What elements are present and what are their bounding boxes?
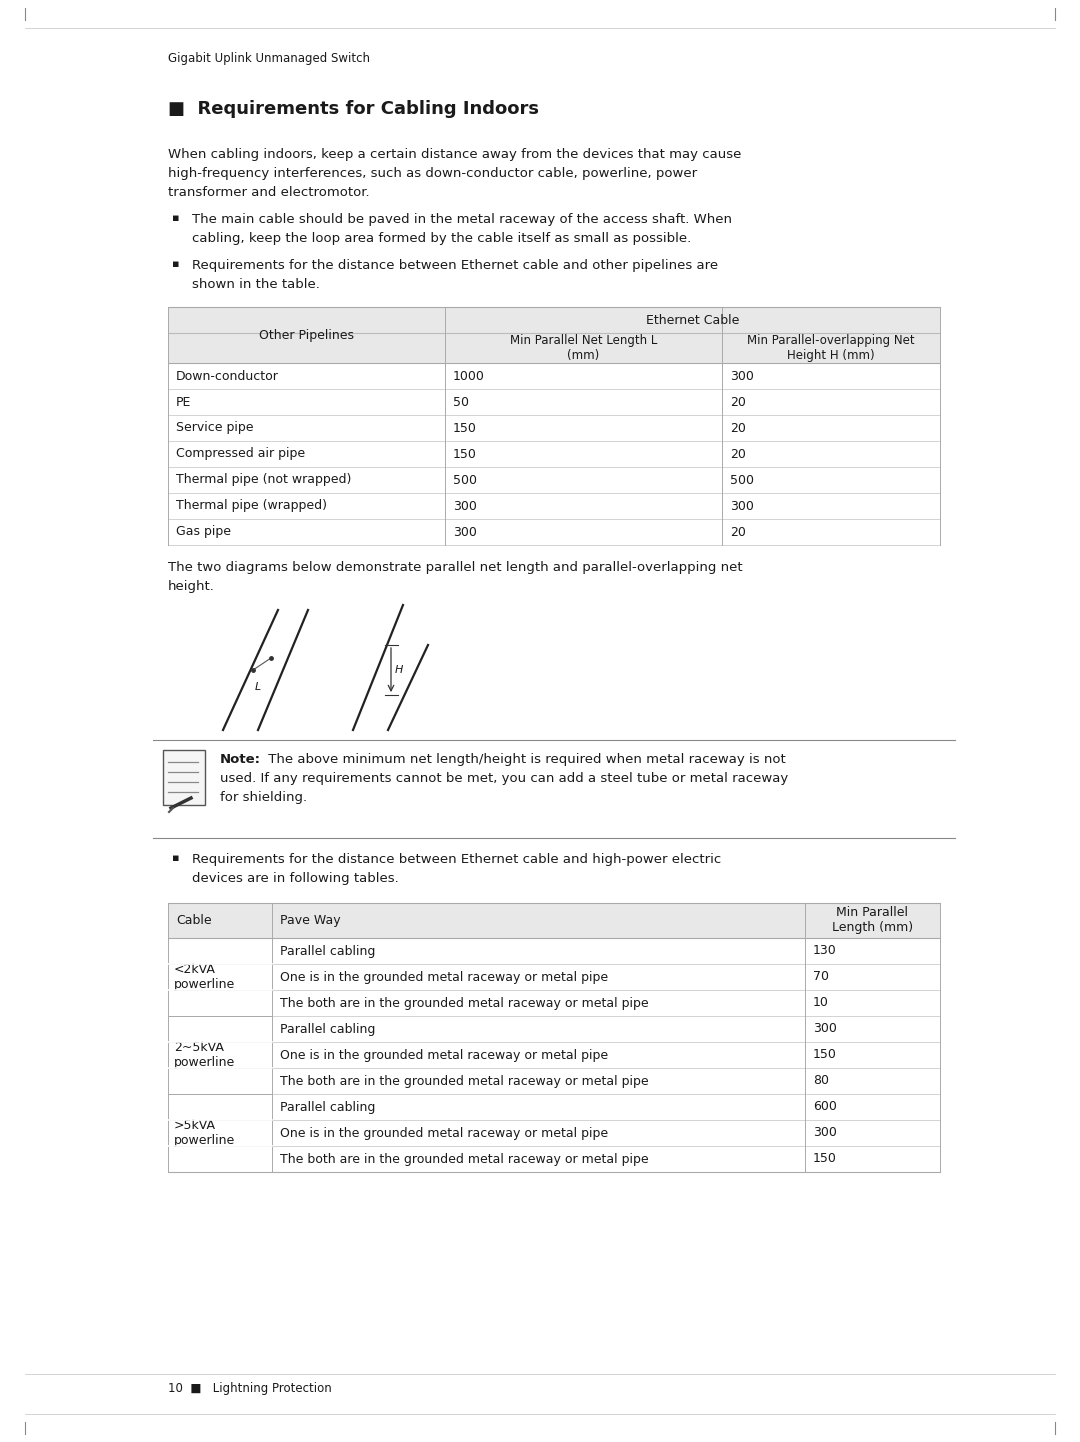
Text: cabling, keep the loop area formed by the cable itself as small as possible.: cabling, keep the loop area formed by th… xyxy=(192,232,691,245)
Text: devices are in following tables.: devices are in following tables. xyxy=(192,872,399,885)
Bar xyxy=(163,750,205,805)
Text: One is in the grounded metal raceway or metal pipe: One is in the grounded metal raceway or … xyxy=(280,1126,608,1139)
Text: shown in the table.: shown in the table. xyxy=(192,278,320,291)
Text: Cable: Cable xyxy=(176,914,212,927)
Text: 150: 150 xyxy=(813,1048,837,1061)
Bar xyxy=(168,333,940,363)
Text: Service pipe: Service pipe xyxy=(176,421,254,434)
Text: 1000: 1000 xyxy=(453,369,485,382)
Text: 300: 300 xyxy=(730,499,754,512)
Text: 2~5kVA
powerline: 2~5kVA powerline xyxy=(174,1041,235,1069)
Text: Down-conductor: Down-conductor xyxy=(176,369,279,382)
Text: Min Parallel Net Length L
(mm): Min Parallel Net Length L (mm) xyxy=(510,335,658,362)
Bar xyxy=(168,903,940,937)
Text: 300: 300 xyxy=(453,525,477,538)
Text: ▪: ▪ xyxy=(172,260,179,270)
Text: Min Parallel
Length (mm): Min Parallel Length (mm) xyxy=(832,907,913,934)
Text: Parallel cabling: Parallel cabling xyxy=(280,945,376,957)
Text: 50: 50 xyxy=(453,395,469,408)
Text: used. If any requirements cannot be met, you can add a steel tube or metal racew: used. If any requirements cannot be met,… xyxy=(220,771,788,784)
Text: Compressed air pipe: Compressed air pipe xyxy=(176,447,306,460)
Text: Min Parallel-overlapping Net
Height H (mm): Min Parallel-overlapping Net Height H (m… xyxy=(747,335,915,362)
Text: 300: 300 xyxy=(453,499,477,512)
Text: 20: 20 xyxy=(730,421,746,434)
Text: 150: 150 xyxy=(813,1152,837,1165)
Text: When cabling indoors, keep a certain distance away from the devices that may cau: When cabling indoors, keep a certain dis… xyxy=(168,149,741,162)
Text: One is in the grounded metal raceway or metal pipe: One is in the grounded metal raceway or … xyxy=(280,1048,608,1061)
Text: 10: 10 xyxy=(813,996,828,1009)
Text: Requirements for the distance between Ethernet cable and other pipelines are: Requirements for the distance between Et… xyxy=(192,260,718,273)
Text: 600: 600 xyxy=(813,1100,837,1113)
Text: Thermal pipe (not wrapped): Thermal pipe (not wrapped) xyxy=(176,473,351,486)
Text: 20: 20 xyxy=(730,525,746,538)
Text: The both are in the grounded metal raceway or metal pipe: The both are in the grounded metal racew… xyxy=(280,1074,649,1087)
Text: Parallel cabling: Parallel cabling xyxy=(280,1022,376,1035)
Text: PE: PE xyxy=(176,395,191,408)
Text: 300: 300 xyxy=(730,369,754,382)
Text: height.: height. xyxy=(168,580,215,593)
Text: Other Pipelines: Other Pipelines xyxy=(259,329,354,342)
Text: 300: 300 xyxy=(813,1022,837,1035)
Text: Pave Way: Pave Way xyxy=(280,914,340,927)
Text: Requirements for the distance between Ethernet cable and high-power electric: Requirements for the distance between Et… xyxy=(192,854,721,867)
Text: for shielding.: for shielding. xyxy=(220,792,307,805)
Text: H: H xyxy=(395,665,403,675)
Text: 500: 500 xyxy=(453,473,477,486)
Text: 10  ■   Lightning Protection: 10 ■ Lightning Protection xyxy=(168,1381,332,1394)
Text: 300: 300 xyxy=(813,1126,837,1139)
Text: ■  Requirements for Cabling Indoors: ■ Requirements for Cabling Indoors xyxy=(168,99,539,118)
Text: 500: 500 xyxy=(730,473,754,486)
Text: 70: 70 xyxy=(813,970,829,983)
Text: The both are in the grounded metal raceway or metal pipe: The both are in the grounded metal racew… xyxy=(280,1152,649,1165)
Text: The both are in the grounded metal raceway or metal pipe: The both are in the grounded metal racew… xyxy=(280,996,649,1009)
Text: Thermal pipe (wrapped): Thermal pipe (wrapped) xyxy=(176,499,327,512)
Text: 130: 130 xyxy=(813,945,837,957)
Text: ▪: ▪ xyxy=(172,854,179,862)
Text: 80: 80 xyxy=(813,1074,829,1087)
Text: >5kVA
powerline: >5kVA powerline xyxy=(174,1119,235,1146)
Text: 20: 20 xyxy=(730,395,746,408)
Text: Note:: Note: xyxy=(220,753,261,766)
Text: Gigabit Uplink Unmanaged Switch: Gigabit Uplink Unmanaged Switch xyxy=(168,52,370,65)
Text: The main cable should be paved in the metal raceway of the access shaft. When: The main cable should be paved in the me… xyxy=(192,213,732,226)
Text: Ethernet Cable: Ethernet Cable xyxy=(646,313,739,326)
Text: The two diagrams below demonstrate parallel net length and parallel-overlapping : The two diagrams below demonstrate paral… xyxy=(168,561,743,574)
Text: Gas pipe: Gas pipe xyxy=(176,525,231,538)
Bar xyxy=(168,307,940,333)
Text: 150: 150 xyxy=(453,447,477,460)
Text: high-frequency interferences, such as down-conductor cable, powerline, power: high-frequency interferences, such as do… xyxy=(168,167,697,180)
Text: 150: 150 xyxy=(453,421,477,434)
Text: L: L xyxy=(255,682,261,692)
Text: One is in the grounded metal raceway or metal pipe: One is in the grounded metal raceway or … xyxy=(280,970,608,983)
Text: transformer and electromotor.: transformer and electromotor. xyxy=(168,186,369,199)
Text: <2kVA
powerline: <2kVA powerline xyxy=(174,963,235,991)
Text: Parallel cabling: Parallel cabling xyxy=(280,1100,376,1113)
Text: 20: 20 xyxy=(730,447,746,460)
Text: ▪: ▪ xyxy=(172,213,179,224)
Text: The above minimum net length/height is required when metal raceway is not: The above minimum net length/height is r… xyxy=(264,753,786,766)
